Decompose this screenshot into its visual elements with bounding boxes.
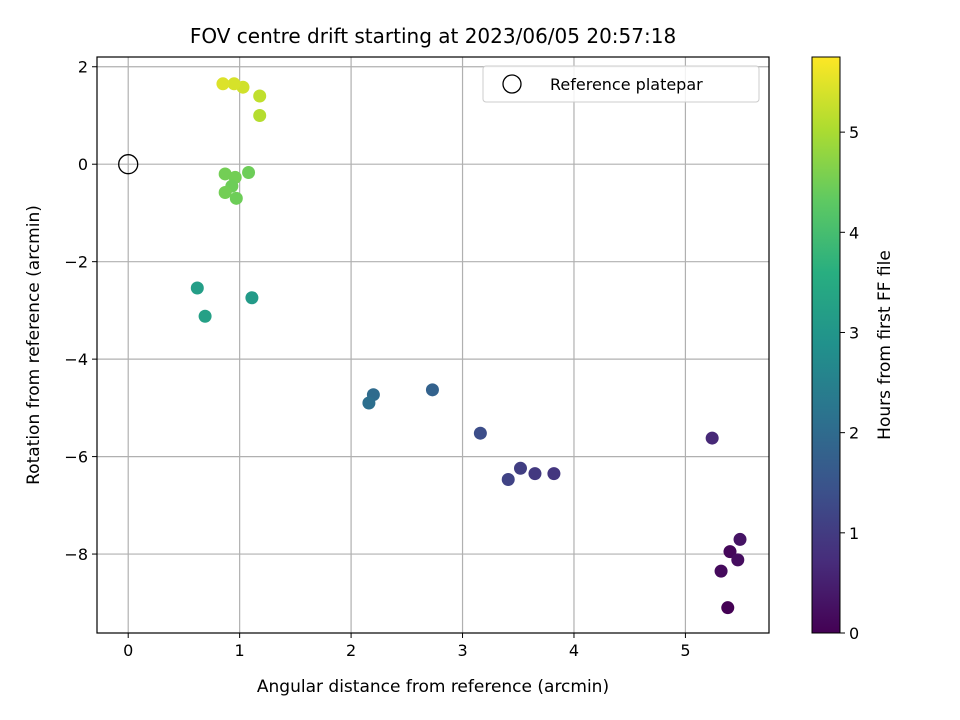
scatter-points (190, 77, 747, 615)
colorbar-gradient (811, 56, 841, 634)
data-point (362, 396, 376, 410)
reference-platepar-marker (118, 154, 139, 175)
legend-entry-label: Reference platepar (550, 75, 703, 94)
legend-open-circle-icon (502, 74, 522, 94)
colorbar-tick-label: 5 (849, 123, 859, 142)
colorbar-ticks: 0 1 2 3 4 5 (840, 123, 859, 643)
data-point (723, 545, 737, 559)
chart-title: FOV centre drift starting at 2023/06/05 … (190, 24, 676, 48)
data-point (216, 77, 230, 91)
colorbar-label: Hours from first FF file (875, 250, 895, 440)
data-point (425, 383, 439, 397)
data-point (733, 532, 747, 546)
data-point (714, 564, 728, 578)
colorbar-tick-label: 2 (849, 424, 859, 443)
data-point (473, 426, 487, 440)
colorbar-tick-label: 4 (849, 223, 859, 242)
colorbar-tick-label: 1 (849, 524, 859, 543)
grid-lines (97, 57, 769, 633)
data-point (242, 165, 256, 179)
colorbar: 0 1 2 3 4 5 Hours from first FF file (811, 56, 895, 643)
legend-box (482, 65, 760, 103)
legend: Reference platepar (482, 65, 760, 103)
y-tick-label: 2 (78, 58, 88, 77)
x-tick-label: 5 (680, 641, 690, 660)
data-point (705, 431, 719, 445)
data-point (245, 291, 259, 305)
colorbar-tick-label: 3 (849, 323, 859, 342)
reference-point (118, 154, 139, 175)
colorbar-tick-label: 0 (849, 624, 859, 643)
x-axis-ticks: 0 1 2 3 4 5 (123, 633, 691, 660)
y-tick-label: −8 (64, 545, 88, 564)
data-point (218, 185, 232, 199)
x-tick-label: 2 (346, 641, 356, 660)
x-tick-label: 3 (457, 641, 467, 660)
x-tick-label: 4 (569, 641, 579, 660)
y-axis-ticks: 2 0 −2 −4 −6 −8 (64, 58, 97, 564)
data-point (501, 472, 515, 486)
x-tick-label: 1 (235, 641, 245, 660)
data-point (198, 309, 212, 323)
data-point (528, 467, 542, 481)
data-point (721, 601, 735, 615)
x-tick-label: 0 (123, 641, 133, 660)
data-point (547, 467, 561, 481)
y-tick-label: −4 (64, 350, 88, 369)
y-tick-label: −2 (64, 253, 88, 272)
x-axis-label: Angular distance from reference (arcmin) (257, 677, 609, 697)
plot-frame (96, 56, 770, 634)
y-axis-label: Rotation from reference (arcmin) (24, 205, 44, 485)
y-tick-label: −6 (64, 448, 88, 467)
y-tick-label: 0 (78, 155, 88, 174)
data-point (218, 167, 232, 181)
data-point (513, 461, 527, 475)
data-point (229, 191, 243, 205)
data-point (190, 281, 204, 295)
data-point (731, 553, 745, 567)
data-point (253, 89, 267, 103)
data-point (253, 108, 267, 122)
data-point (227, 77, 241, 91)
